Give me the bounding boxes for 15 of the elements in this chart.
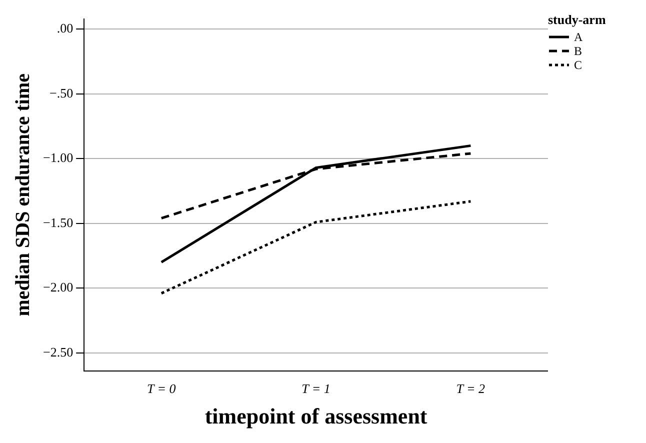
y-tick-label: −.50 bbox=[49, 85, 74, 100]
legend-title: study-arm bbox=[548, 12, 607, 28]
y-tick-label: −2.50 bbox=[42, 344, 74, 360]
y-tick-label: −1.00 bbox=[42, 150, 74, 166]
y-tick-label: −1.50 bbox=[42, 214, 74, 230]
legend-label: A bbox=[574, 30, 583, 44]
y-tick-label: .00 bbox=[56, 20, 74, 36]
y-axis-title: median SDS endurance time bbox=[12, 73, 34, 316]
x-tick-label: T = 0 bbox=[147, 381, 176, 396]
y-tick-label: −2.00 bbox=[42, 280, 74, 295]
legend-label: C bbox=[574, 58, 582, 72]
x-axis-title: timepoint of assessment bbox=[204, 403, 428, 428]
x-tick-label: T = 2 bbox=[456, 381, 486, 396]
legend-label: B bbox=[574, 44, 582, 58]
x-tick-label: T = 1 bbox=[302, 381, 330, 396]
